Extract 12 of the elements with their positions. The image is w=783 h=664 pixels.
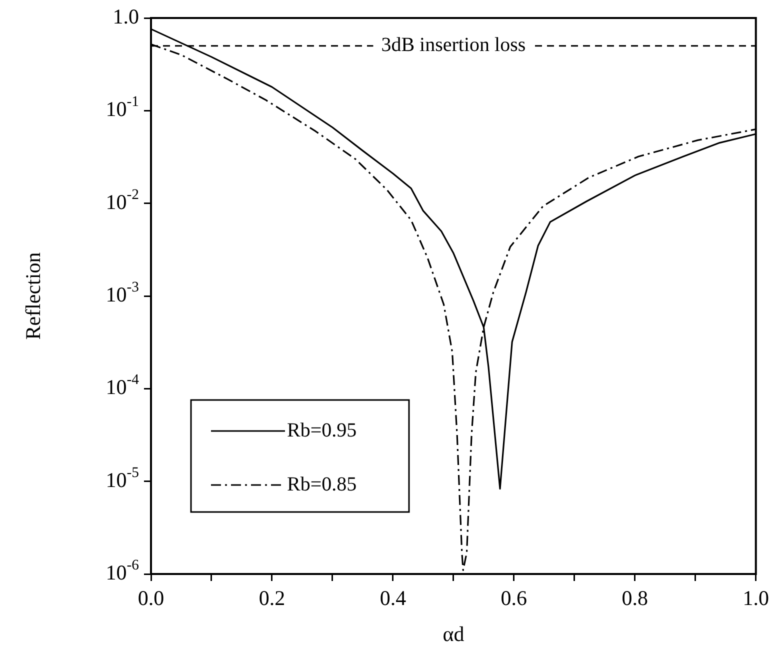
x-tick-label: 0.0 [138,586,164,610]
ref-line-label: 3dB insertion loss [381,34,526,56]
x-axis-title: αd [442,622,465,646]
legend-label: Rb=0.95 [287,419,357,442]
y-axis-title: Reflection [21,252,46,340]
x-tick-label: 0.6 [500,586,528,610]
y-tick-label: 1.0 [112,4,139,29]
x-tick-label: 0.8 [622,586,648,610]
legend-label: Rb=0.85 [287,473,357,496]
x-tick-label: 1.0 [742,586,769,610]
x-tick-label: 0.2 [258,586,286,610]
x-tick-label: 0.4 [380,586,407,610]
